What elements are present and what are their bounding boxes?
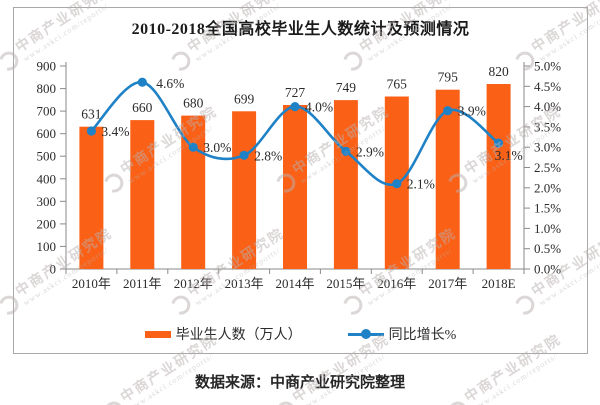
- y-axis-right-tick-label: 2.5%: [534, 160, 561, 175]
- bar-2014年: [283, 105, 307, 269]
- chart-title: 2010-2018全国高校毕业生人数统计及预测情况: [131, 21, 470, 38]
- line-point-2013年: [239, 150, 249, 160]
- y-axis-right-tick-label: 3.5%: [534, 119, 561, 134]
- line-value-label: 3.1%: [495, 148, 523, 163]
- bar-value-label: 631: [81, 107, 101, 122]
- bar-2010年: [79, 126, 104, 269]
- y-axis-left: 0 100 200 300 400 500 600 700 800 900: [37, 59, 67, 277]
- legend-item-growth: 同比增长%: [347, 324, 457, 344]
- y-axis-left-tick-label: 600: [37, 126, 57, 141]
- line-value-label: 2.8%: [254, 148, 282, 163]
- bar-value-label: 727: [285, 85, 306, 100]
- bar-2015年: [333, 100, 358, 269]
- bar-series-swatch: [144, 330, 171, 338]
- bar-2018E: [486, 84, 511, 269]
- line-point-2015年: [341, 146, 351, 156]
- line-series: 3.4% 4.6% 3.0% 2.8% 4.0% 2.9% 2.1% 3.9% 3.1%: [86, 76, 523, 192]
- line-point-2010年: [86, 126, 96, 136]
- x-axis-category-label: 2012年: [174, 276, 213, 291]
- bar-2017年: [435, 89, 460, 269]
- y-axis-right-tick-label: 3.0%: [534, 140, 561, 155]
- x-axis-category-label: 2013年: [225, 276, 264, 291]
- bar-value-label: 680: [183, 96, 204, 111]
- bar-value-label: 795: [438, 70, 459, 85]
- axes: 0 100 200 300 400 500 600 700 800 900 0.0% 0.5% 1.0%…: [37, 59, 562, 292]
- bar-value-label: 765: [387, 77, 408, 92]
- legend-label-graduates: 毕业生人数（万人）: [175, 328, 302, 343]
- legend-label-growth: 同比增长%: [388, 328, 457, 343]
- x-axis: 2010年 2011年 2012年 2013年 2014年 2015年 2016年 2017年…: [65, 268, 525, 291]
- y-axis-left-tick-label: 800: [37, 81, 57, 96]
- bar-2013年: [232, 111, 257, 269]
- y-axis-right-tick-label: 0.5%: [534, 241, 561, 256]
- watermark-logo-icon: [272, 397, 299, 405]
- watermark-logo-icon: [100, 397, 127, 405]
- line-point-2016年: [392, 179, 402, 189]
- line-value-label: 3.4%: [101, 124, 129, 139]
- watermark-logo-icon: [444, 397, 471, 405]
- chart-legend: 毕业生人数（万人） 同比增长%: [14, 324, 587, 344]
- x-axis-category-label: 2016年: [377, 276, 416, 291]
- line-point-2014年: [290, 102, 300, 112]
- y-axis-right-tick-label: 1.0%: [534, 221, 561, 236]
- y-axis-left-tick-label: 300: [37, 194, 57, 209]
- y-axis-left-tick-label: 200: [37, 216, 57, 231]
- line-point-2017年: [443, 106, 453, 116]
- line-series-dot: [360, 329, 371, 339]
- line-value-label: 3.0%: [203, 140, 231, 155]
- y-axis-right: 0.0% 0.5% 1.0% 1.5% 2.0% 2.5% 3.0% 3.5% 4.0% 4.5%…: [523, 59, 561, 277]
- line-value-label: 4.0%: [305, 100, 333, 115]
- line-value-label: 2.9%: [356, 144, 384, 159]
- legend-item-graduates: 毕业生人数（万人）: [144, 324, 302, 344]
- x-axis-category-label: 2015年: [326, 276, 365, 291]
- bar-value-label: 820: [488, 64, 509, 79]
- combo-chart: 0 100 200 300 400 500 600 700 800 900 0.0% 0.5% 1.0%…: [37, 59, 562, 292]
- y-axis-left-tick-label: 400: [37, 171, 57, 186]
- x-axis-category-label: 2014年: [275, 276, 314, 291]
- line-value-label: 3.9%: [458, 104, 486, 119]
- line-value-label: 4.6%: [156, 76, 184, 91]
- line-point-2018E: [494, 138, 504, 148]
- y-axis-right-tick-label: 5.0%: [534, 59, 561, 74]
- line-point-2012年: [188, 142, 198, 152]
- bar-value-label: 699: [234, 91, 255, 106]
- y-axis-left-tick-label: 100: [37, 239, 57, 254]
- y-axis-left-tick-label: 900: [37, 59, 57, 74]
- y-axis-right-tick-label: 0.0%: [534, 262, 561, 277]
- y-axis-right-tick-label: 1.5%: [534, 201, 561, 216]
- line-series-swatch: [347, 329, 384, 339]
- line-point-2011年: [137, 77, 147, 87]
- x-axis-category-label: 2018E: [482, 276, 516, 291]
- data-source-caption: 数据来源：中商产业研究院整理: [194, 374, 405, 391]
- y-axis-left-tick-label: 0: [50, 262, 57, 277]
- line-value-label: 2.1%: [407, 177, 435, 192]
- y-axis-left-tick-label: 700: [37, 104, 57, 119]
- y-axis-right-tick-label: 2.0%: [534, 180, 561, 195]
- y-axis-right-tick-label: 4.0%: [534, 99, 561, 114]
- y-axis-right-tick-label: 4.5%: [534, 79, 561, 94]
- bar-value-label: 660: [132, 100, 153, 115]
- x-axis-category-label: 2017年: [428, 276, 467, 291]
- bar-2011年: [130, 120, 155, 269]
- bar-series: 631 660 680 699 727 749 765 795 820: [79, 64, 511, 269]
- x-axis-category-label: 2011年: [123, 276, 162, 291]
- chart-card: 2010-2018全国高校毕业生人数统计及预测情况 0 100 200 300 400 5…: [13, 7, 588, 354]
- x-axis-category-label: 2010年: [72, 276, 111, 291]
- y-axis-left-tick-label: 500: [37, 149, 57, 164]
- bar-2012年: [181, 115, 206, 269]
- bar-value-label: 749: [336, 80, 357, 95]
